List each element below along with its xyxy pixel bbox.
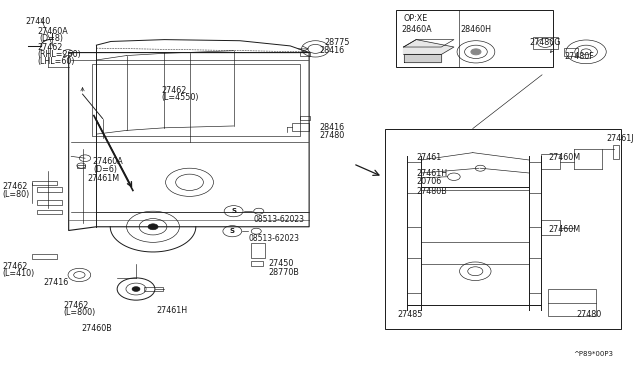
Text: 27450: 27450 xyxy=(268,259,294,268)
Text: 27480F: 27480F xyxy=(564,52,594,61)
Text: 27461H: 27461H xyxy=(416,169,447,177)
Bar xyxy=(37,187,62,192)
Text: (D=8): (D=8) xyxy=(40,34,64,43)
Bar xyxy=(92,64,300,136)
Text: 27416: 27416 xyxy=(44,278,68,287)
Circle shape xyxy=(148,224,158,230)
Text: 27462: 27462 xyxy=(3,262,28,271)
Bar xyxy=(144,287,163,291)
Text: (L=410): (L=410) xyxy=(3,269,35,278)
Text: 08513-62023: 08513-62023 xyxy=(253,215,305,224)
Text: 28416: 28416 xyxy=(320,46,345,55)
Text: 27460M: 27460M xyxy=(548,153,580,162)
Bar xyxy=(396,10,554,67)
Text: OP:XE: OP:XE xyxy=(404,14,428,23)
Text: 27461: 27461 xyxy=(416,153,442,162)
Bar xyxy=(32,181,58,185)
Bar xyxy=(291,123,309,131)
Bar xyxy=(77,165,85,168)
Bar xyxy=(300,116,310,120)
Text: S: S xyxy=(231,208,236,214)
Bar xyxy=(37,210,62,214)
Bar xyxy=(541,220,559,235)
Polygon shape xyxy=(404,54,442,62)
Bar xyxy=(541,154,559,169)
Text: (LHL=60): (LHL=60) xyxy=(37,57,75,66)
Bar xyxy=(532,37,558,49)
Bar xyxy=(612,145,619,159)
Circle shape xyxy=(132,287,140,291)
Polygon shape xyxy=(404,39,454,54)
Text: 27462: 27462 xyxy=(161,86,187,95)
Text: 27461M: 27461M xyxy=(88,174,120,183)
Bar xyxy=(37,201,62,205)
Text: 27480: 27480 xyxy=(577,310,602,319)
Text: S: S xyxy=(230,228,235,234)
Bar xyxy=(252,261,262,266)
Text: 08513-62023: 08513-62023 xyxy=(248,234,299,243)
Text: 28416: 28416 xyxy=(320,123,345,132)
Bar xyxy=(564,48,578,55)
Text: 28775: 28775 xyxy=(325,38,350,47)
Text: 27461J: 27461J xyxy=(607,134,634,143)
Text: 27460A: 27460A xyxy=(92,157,123,166)
Text: 27440: 27440 xyxy=(26,17,51,26)
Text: 28770B: 28770B xyxy=(268,267,299,276)
Text: 27460B: 27460B xyxy=(81,324,112,333)
Text: 27462: 27462 xyxy=(37,42,63,52)
Text: 27460M: 27460M xyxy=(548,225,580,234)
Text: 27462: 27462 xyxy=(3,182,28,191)
Text: 27460A: 27460A xyxy=(37,27,68,36)
Bar xyxy=(32,254,58,259)
Text: 20706: 20706 xyxy=(416,177,442,186)
Text: (D=6): (D=6) xyxy=(94,164,118,173)
Text: 28460H: 28460H xyxy=(460,25,492,34)
Text: (L=4550): (L=4550) xyxy=(161,93,198,102)
Text: ^P89*00P3: ^P89*00P3 xyxy=(573,351,614,357)
Bar xyxy=(548,289,596,317)
Circle shape xyxy=(471,49,481,55)
Text: (RHL=260): (RHL=260) xyxy=(37,50,81,59)
Text: 27461H: 27461H xyxy=(157,307,188,315)
Text: 27480G: 27480G xyxy=(529,38,561,47)
Bar xyxy=(300,52,310,56)
Text: 27485: 27485 xyxy=(397,310,422,319)
Text: (L=800): (L=800) xyxy=(63,308,96,317)
Text: 27480B: 27480B xyxy=(416,187,447,196)
Text: 27462: 27462 xyxy=(63,301,89,310)
Text: (L=80): (L=80) xyxy=(3,190,30,199)
Text: 28460A: 28460A xyxy=(402,25,432,34)
Bar xyxy=(385,129,621,329)
Bar xyxy=(252,243,265,258)
Text: 27480: 27480 xyxy=(320,131,345,140)
